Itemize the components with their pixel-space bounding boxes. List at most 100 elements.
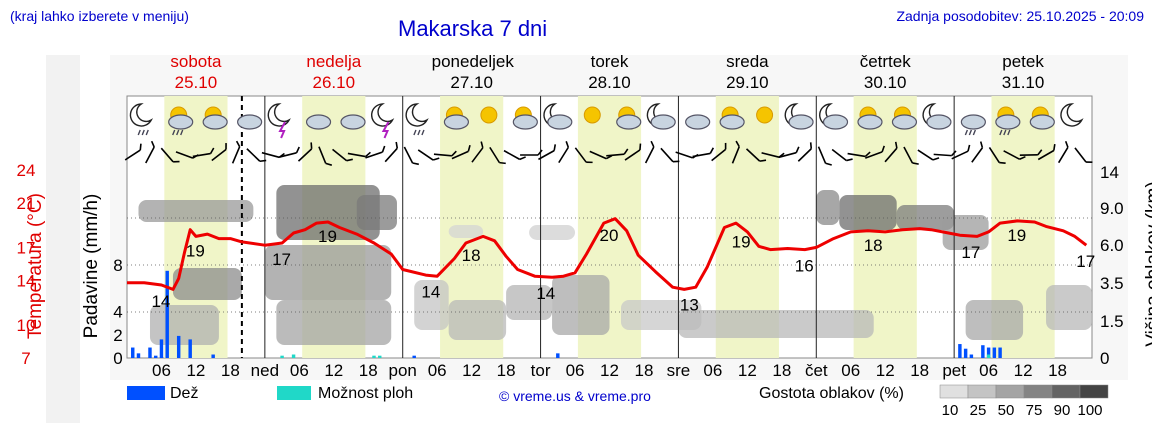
cloud-density-label: Gostota oblakov (%) xyxy=(759,385,904,402)
menu-hint[interactable]: (kraj lahko izberete v meniju) xyxy=(10,8,189,24)
storm-bar xyxy=(986,354,991,358)
cloud-density-area xyxy=(839,195,897,230)
day-date: 26.10 xyxy=(312,73,356,92)
cloud-height-tick: 6.0 xyxy=(1100,236,1124,255)
wind-barb xyxy=(864,145,885,159)
x-tick-label: 12 xyxy=(600,361,619,380)
x-tick-label: ned xyxy=(251,361,279,380)
wind-barb xyxy=(624,143,642,161)
x-tick-label: 18 xyxy=(635,361,654,380)
page-title: Makarska 7 dni xyxy=(398,16,548,41)
wind-barb xyxy=(574,147,593,164)
temperature-point-label: 19 xyxy=(732,233,751,252)
sun-cloud-icon xyxy=(443,106,470,130)
day-date: 28.10 xyxy=(588,73,631,92)
x-tick-label: 18 xyxy=(497,361,516,380)
temperature-tick: 24 xyxy=(17,161,36,180)
cloud-icon xyxy=(237,114,263,130)
x-tick-label: pon xyxy=(389,361,417,380)
sun-cloud-rain-icon xyxy=(168,106,194,136)
cloud-density-area xyxy=(276,185,380,240)
x-tick-label: pet xyxy=(942,361,966,380)
precip-axis-label-wrap: Padavine (mm/h) xyxy=(4,175,102,365)
density-step-label: 90 xyxy=(1054,402,1071,419)
rain-bar xyxy=(131,347,135,358)
rain-bar xyxy=(992,347,997,358)
rain-bar xyxy=(148,347,152,358)
wind-barb xyxy=(606,148,629,157)
day-date: 29.10 xyxy=(726,73,769,92)
x-tick-label: 18 xyxy=(910,361,929,380)
credit-link[interactable]: © vreme.us & vreme.pro xyxy=(499,388,651,404)
density-swatch xyxy=(995,384,1025,399)
wind-barb xyxy=(124,143,142,161)
legend-rain-label: Dež xyxy=(170,385,199,402)
wind-barb xyxy=(332,148,353,162)
wind-barb xyxy=(1057,141,1069,164)
rain-bar xyxy=(969,354,974,358)
sun-icon xyxy=(583,106,601,124)
wind-barb xyxy=(417,149,440,161)
cloud-height-tick: 14 xyxy=(1100,163,1119,182)
wind-barb xyxy=(145,140,155,164)
sun-cloud-icon xyxy=(719,106,745,130)
rain-bar xyxy=(159,339,164,358)
wind-barb xyxy=(318,146,333,166)
wind-barb xyxy=(192,147,215,158)
storm-bar xyxy=(291,354,296,358)
x-tick-label: 18 xyxy=(772,361,791,380)
sun-cloud-rain-icon xyxy=(995,106,1021,136)
cloud-height-label-wrap: Višina oblakov (km) xyxy=(1070,175,1152,365)
cloud-density-area xyxy=(816,190,840,225)
wind-barb xyxy=(503,149,526,161)
rain-bar xyxy=(136,353,141,358)
x-tick-label: 18 xyxy=(221,361,240,380)
sun-cloud-icon xyxy=(857,106,883,130)
density-step-label: 100 xyxy=(1077,402,1102,419)
x-tick-label: 06 xyxy=(152,361,171,380)
wind-barb xyxy=(520,149,543,156)
precipitation-tick: 8 xyxy=(113,256,122,275)
wind-barb xyxy=(692,147,715,158)
day-name: ponedeljek xyxy=(431,52,514,71)
wind-barb xyxy=(278,146,300,158)
wind-barb xyxy=(1037,144,1056,161)
density-step-label: 25 xyxy=(970,402,987,419)
wind-barb xyxy=(971,141,984,163)
cloud-density-area xyxy=(448,300,507,340)
x-tick-label: 06 xyxy=(979,361,998,380)
cloud-density-area xyxy=(276,300,392,345)
wind-barb xyxy=(211,143,227,162)
temperature-point-label: 19 xyxy=(318,227,337,246)
wind-barb xyxy=(384,141,399,163)
precipitation-axis-label: Padavine (mm/h) xyxy=(81,193,102,339)
temperature-tick: 17 xyxy=(17,238,36,257)
wind-barb xyxy=(471,141,484,163)
wind-barb xyxy=(644,140,655,164)
last-updated: Zadnja posodobitev: 25.10.2025 - 20:09 xyxy=(896,8,1144,24)
x-tick-label: 12 xyxy=(738,361,757,380)
temperature-point-label: 19 xyxy=(186,241,205,260)
wind-barb xyxy=(903,146,919,165)
density-step-label: 10 xyxy=(942,402,959,419)
rain-bar xyxy=(958,344,962,358)
sun-cloud-icon xyxy=(891,106,918,130)
cloud-density-area xyxy=(529,225,576,240)
wind-barb xyxy=(831,148,853,162)
wind-barb xyxy=(847,151,871,158)
moon-cloud-icon xyxy=(784,103,814,130)
sun-cloud-icon xyxy=(512,106,538,130)
wind-barb xyxy=(817,146,832,166)
cloud-height-tick: 1.5 xyxy=(1100,312,1124,331)
sun-cloud-icon xyxy=(202,106,228,130)
cloud-density-area xyxy=(264,245,392,300)
cloud-density-area xyxy=(552,275,610,335)
wind-barb xyxy=(731,140,740,164)
moon-storm-icon xyxy=(267,103,291,139)
day-date: 31.10 xyxy=(1001,73,1045,92)
day-name: sreda xyxy=(726,52,769,71)
wind-barb xyxy=(745,148,767,162)
cloud-height-tick: 0 xyxy=(1100,349,1109,368)
x-tick-label: 18 xyxy=(359,361,378,380)
sun-icon xyxy=(756,106,774,124)
